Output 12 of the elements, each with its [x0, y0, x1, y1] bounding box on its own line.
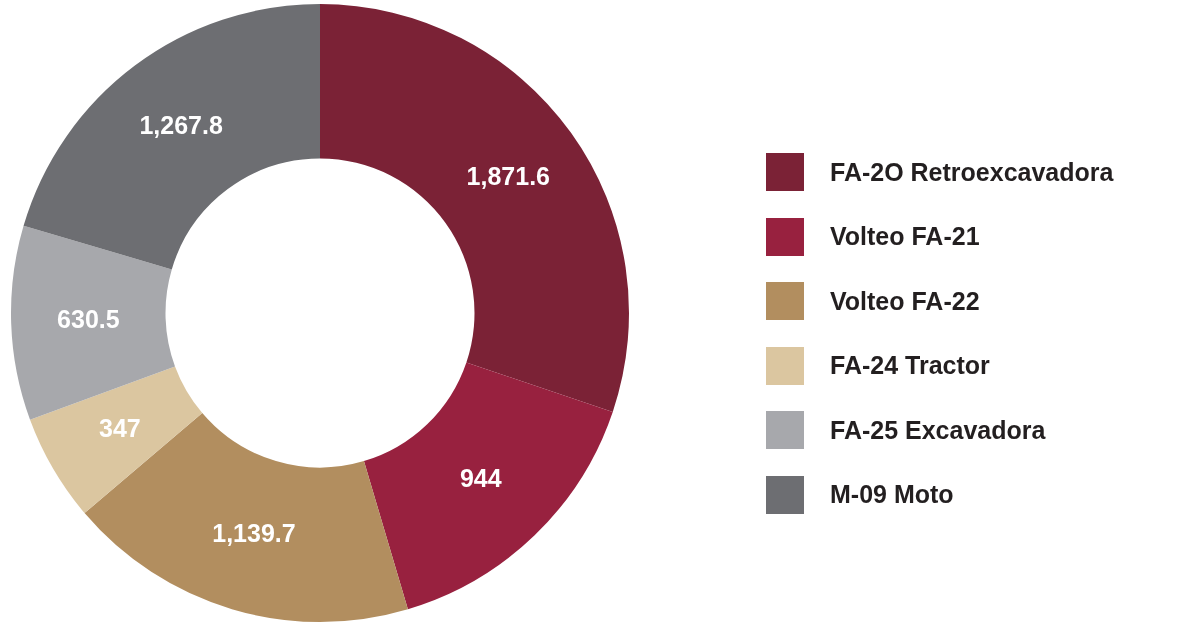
data-label: 1,139.7 [212, 519, 296, 548]
data-label: 944 [459, 463, 502, 492]
legend-label: M-09 Moto [830, 480, 954, 510]
legend-label: FA-25 Excavadora [830, 415, 1046, 445]
legend-label: FA-24 Tractor [830, 351, 990, 381]
legend-label: Volteo FA-21 [830, 222, 980, 252]
legend-label: Volteo FA-22 [830, 286, 980, 316]
data-label: 1,871.6 [466, 161, 550, 190]
data-label: 347 [99, 413, 141, 442]
data-label: 1,267.8 [139, 111, 223, 140]
legend-label: FA-2O Retroexcavadora [830, 157, 1114, 187]
data-label: 630.5 [57, 304, 120, 333]
